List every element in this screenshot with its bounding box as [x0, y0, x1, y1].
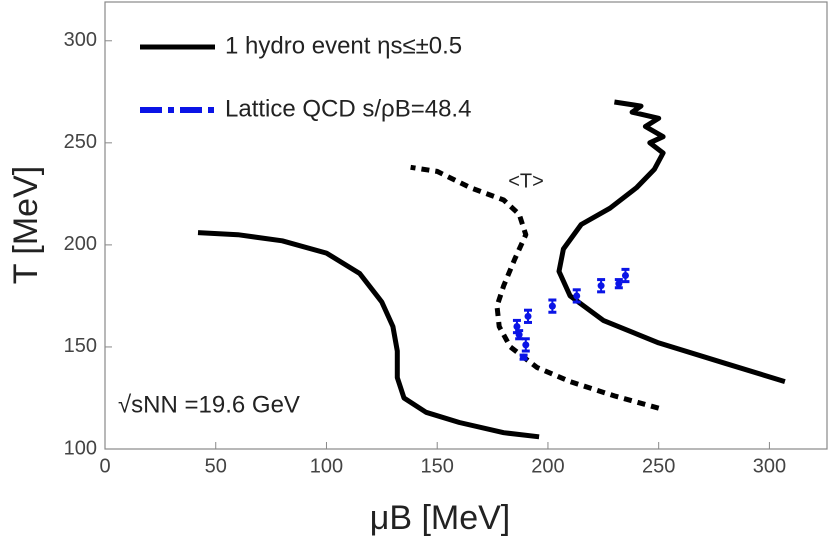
x-tick-label: 0 [99, 455, 110, 477]
y-axis-label: T [MeV] [7, 166, 45, 284]
x-tick-label: 250 [642, 455, 675, 477]
point [597, 282, 605, 290]
y-tick-label: 250 [64, 131, 97, 153]
y-tick-label: 200 [64, 233, 97, 255]
legend-label: 1 hydro event ηs≤±0.5 [225, 32, 462, 59]
point [522, 341, 530, 349]
x-tick-label: 200 [531, 455, 564, 477]
series-line [197, 99, 786, 440]
y-tick-label: 300 [64, 29, 97, 51]
x-tick-label: 50 [205, 455, 227, 477]
x-axis-label: μB [MeV] [370, 499, 511, 537]
x-tick-label: 300 [753, 455, 786, 477]
plot-frame [104, 1, 828, 450]
point [515, 331, 523, 339]
y-tick-label: 100 [64, 437, 97, 459]
point [573, 292, 581, 300]
point [548, 302, 556, 310]
point [513, 323, 521, 331]
legend-label: Lattice QCD s/ρB=48.4 [225, 95, 471, 122]
annotation: <T> [508, 170, 544, 192]
point [524, 312, 532, 320]
y-tick-label: 150 [64, 335, 97, 357]
series-line [410, 164, 660, 411]
x-tick-label: 150 [421, 455, 454, 477]
point [520, 353, 528, 361]
point [621, 272, 629, 280]
annotation: √sNN =19.6 GeV [118, 391, 300, 418]
point [615, 280, 623, 288]
x-tick-label: 100 [310, 455, 343, 477]
